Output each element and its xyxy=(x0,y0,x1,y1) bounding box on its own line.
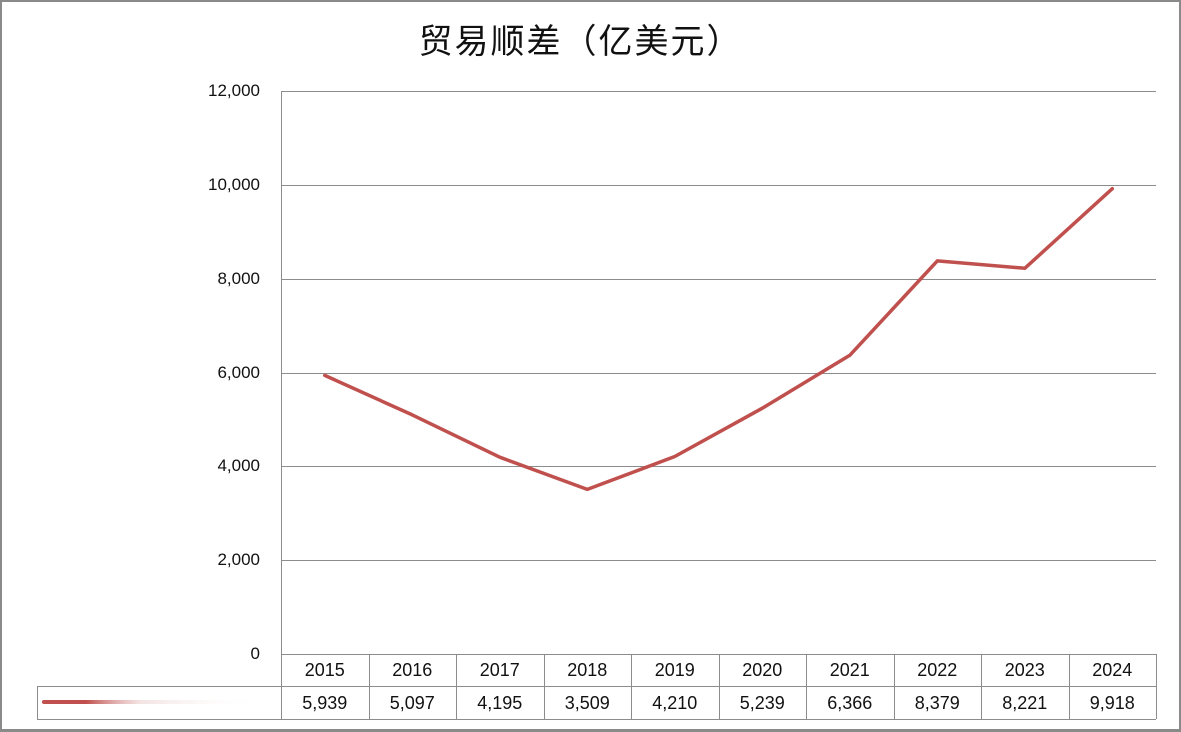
table-value-cell: 5,239 xyxy=(739,693,785,713)
y-tick-label: 2,000 xyxy=(217,549,260,569)
table-value-cell: 4,210 xyxy=(652,693,698,713)
table-header-cell: 2016 xyxy=(392,660,433,680)
chart-title-text: 贸易顺差（亿美元） xyxy=(418,22,743,62)
y-tick-label: 6,000 xyxy=(217,362,260,382)
table-value-cell: 8,379 xyxy=(914,693,960,713)
table-value-cell: 9,918 xyxy=(1089,693,1135,713)
y-tick-label: 0 xyxy=(250,643,260,663)
table-value-cell: 5,939 xyxy=(302,693,348,713)
table-header-cell: 2019 xyxy=(654,660,695,680)
table-value-cell: 5,097 xyxy=(389,693,435,713)
table-header-cell: 2017 xyxy=(479,660,520,680)
table-value-cell: 3,509 xyxy=(564,693,610,713)
table-value-cell: 8,221 xyxy=(1002,693,1048,713)
table-header-cell: 2023 xyxy=(1004,660,1045,680)
table-header-cell: 2022 xyxy=(917,660,958,680)
chart-title: 贸易顺差（亿美元） xyxy=(0,14,1181,63)
table-header-cell: 2015 xyxy=(304,660,345,680)
table-header-cell: 2021 xyxy=(829,660,870,680)
series-line xyxy=(323,186,1115,492)
table-header-cell: 2024 xyxy=(1092,660,1133,680)
table-value-cell: 4,195 xyxy=(477,693,523,713)
y-tick-label: 10,000 xyxy=(208,174,260,194)
table-header-cell: 2018 xyxy=(567,660,608,680)
table-header-cell: 2020 xyxy=(742,660,783,680)
y-tick-label: 12,000 xyxy=(208,80,260,100)
y-tick-label: 8,000 xyxy=(217,268,260,288)
table-value-cell: 6,366 xyxy=(827,693,873,713)
legend-key-icon xyxy=(42,700,262,704)
y-tick-label: 4,000 xyxy=(217,455,260,475)
